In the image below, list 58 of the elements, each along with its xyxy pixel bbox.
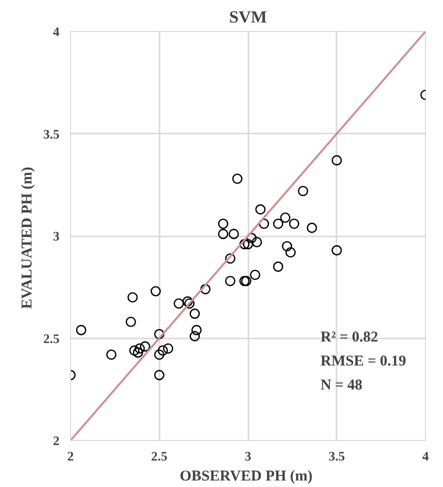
x-tick-label: 2.5 xyxy=(151,448,168,464)
point xyxy=(258,218,270,229)
point xyxy=(129,345,140,356)
point xyxy=(154,329,164,340)
point xyxy=(273,262,284,272)
x-tick-label: 3.5 xyxy=(328,448,346,464)
point xyxy=(255,204,266,215)
point xyxy=(282,241,292,252)
point xyxy=(242,239,254,250)
point xyxy=(132,347,144,358)
x-axis-title: OBSERVED PH (m) xyxy=(180,468,313,484)
point xyxy=(106,349,116,360)
point xyxy=(134,343,145,354)
chart-title: SVM xyxy=(229,8,267,26)
x-tick-label: 3 xyxy=(244,448,252,464)
y-tick-label: 2 xyxy=(53,433,60,448)
point xyxy=(232,174,242,184)
point xyxy=(306,222,318,233)
point xyxy=(174,298,184,309)
point xyxy=(140,341,150,352)
point xyxy=(190,331,200,342)
point xyxy=(332,155,342,166)
point xyxy=(225,253,236,264)
point xyxy=(76,324,86,336)
point xyxy=(126,316,136,328)
point xyxy=(285,247,296,258)
point xyxy=(127,292,138,302)
point xyxy=(150,286,161,296)
point xyxy=(218,228,228,240)
point xyxy=(252,236,262,248)
point xyxy=(162,343,174,354)
point xyxy=(332,245,342,256)
point xyxy=(280,212,290,223)
point xyxy=(289,218,300,229)
point xyxy=(190,308,200,319)
point xyxy=(200,284,211,294)
y-tick-label: 3.5 xyxy=(43,126,60,142)
point xyxy=(250,270,260,280)
x-tick-label: 2 xyxy=(67,448,74,464)
y-tick-label: 4 xyxy=(53,24,60,39)
point xyxy=(246,232,257,244)
point xyxy=(154,370,164,380)
y-tick-label: 3 xyxy=(53,228,60,244)
point xyxy=(191,324,202,336)
x-tick-label: 4 xyxy=(422,448,430,464)
point xyxy=(218,218,228,229)
annotation: N = 48 xyxy=(320,378,362,394)
point xyxy=(239,239,250,250)
point xyxy=(298,186,308,196)
point xyxy=(273,218,284,229)
annotation: R² = 0.82 xyxy=(320,330,378,346)
y-tick-label: 2.5 xyxy=(43,330,60,346)
point xyxy=(228,228,239,240)
point xyxy=(225,276,236,286)
point xyxy=(158,345,168,356)
annotation: RMSE = 0.19 xyxy=(320,354,406,370)
y-axis-title: EVALUATED PH (m) xyxy=(19,166,36,309)
point xyxy=(154,349,164,360)
